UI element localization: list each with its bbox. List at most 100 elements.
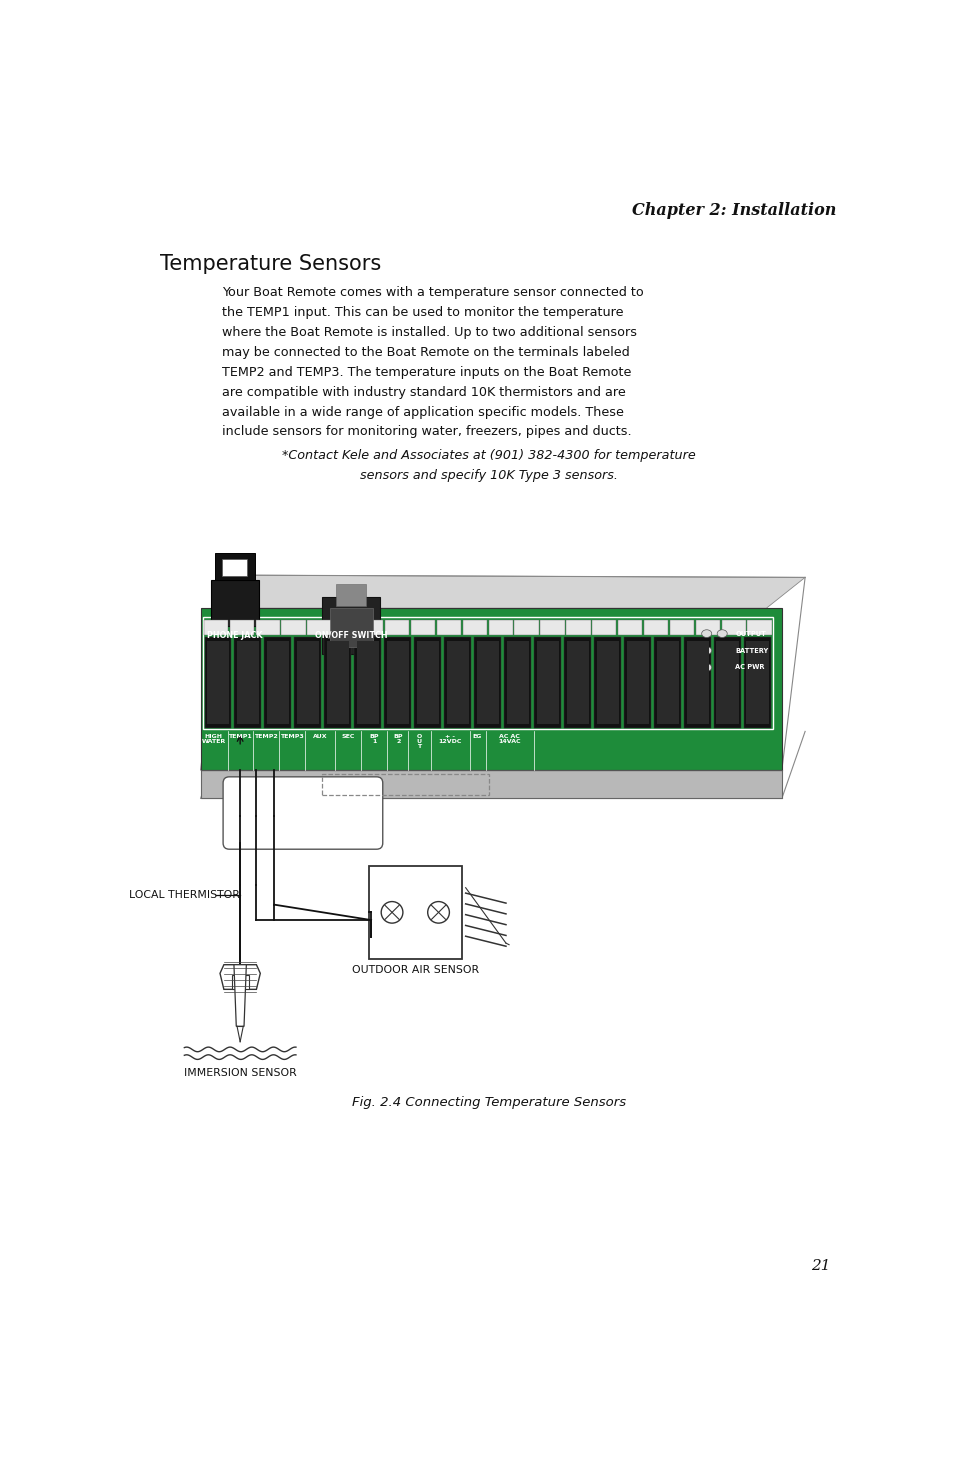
Bar — [232, 975, 249, 990]
Bar — [683, 637, 710, 727]
Bar — [296, 642, 318, 724]
Bar — [643, 620, 667, 636]
Bar — [476, 642, 498, 724]
Text: + -
12VDC: + - 12VDC — [438, 733, 461, 743]
Bar — [385, 620, 409, 636]
Bar — [207, 642, 229, 724]
Bar — [539, 620, 564, 636]
Text: BATTERY: BATTERY — [735, 648, 768, 653]
Bar — [384, 637, 411, 727]
Text: OUTDOOR AIR SENSOR: OUTDOOR AIR SENSOR — [352, 965, 478, 975]
Text: include sensors for monitoring water, freezers, pipes and ducts.: include sensors for monitoring water, fr… — [221, 425, 631, 438]
Bar — [369, 866, 461, 959]
Bar — [411, 620, 435, 636]
Text: SEC: SEC — [341, 733, 355, 739]
Bar — [669, 620, 694, 636]
Bar — [356, 642, 378, 724]
Bar — [444, 637, 471, 727]
Text: sensors and specify 10K Type 3 sensors.: sensors and specify 10K Type 3 sensors. — [359, 469, 618, 482]
Bar — [716, 642, 738, 724]
Bar — [626, 642, 648, 724]
Polygon shape — [214, 553, 254, 580]
Text: O
U
T: O U T — [416, 733, 421, 749]
Ellipse shape — [717, 630, 726, 637]
Bar — [488, 620, 513, 636]
Bar — [416, 642, 438, 724]
Text: may be connected to the Boat Remote on the terminals labeled: may be connected to the Boat Remote on t… — [221, 347, 629, 358]
Bar — [267, 642, 289, 724]
Bar — [255, 620, 279, 636]
Polygon shape — [224, 575, 804, 608]
Bar — [354, 637, 381, 727]
Bar — [563, 637, 591, 727]
Bar — [596, 642, 618, 724]
Text: AC AC
14VAC: AC AC 14VAC — [498, 733, 520, 743]
Bar — [307, 620, 332, 636]
Text: BP
2: BP 2 — [393, 733, 402, 743]
Bar — [745, 642, 768, 724]
Bar — [743, 637, 770, 727]
Bar — [294, 637, 321, 727]
Text: are compatible with industry standard 10K thermistors and are: are compatible with industry standard 10… — [221, 385, 624, 398]
Text: Fig. 2.4 Connecting Temperature Sensors: Fig. 2.4 Connecting Temperature Sensors — [352, 1096, 625, 1109]
Text: TEMP2 and TEMP3. The temperature inputs on the Boat Remote: TEMP2 and TEMP3. The temperature inputs … — [221, 366, 630, 379]
Text: HIGH
WATER: HIGH WATER — [201, 733, 226, 743]
Ellipse shape — [700, 630, 711, 637]
Text: the TEMP1 input. This can be used to monitor the temperature: the TEMP1 input. This can be used to mon… — [221, 307, 622, 319]
Text: where the Boat Remote is installed. Up to two additional sensors: where the Boat Remote is installed. Up t… — [221, 326, 636, 339]
Bar — [686, 642, 708, 724]
Bar — [234, 637, 261, 727]
Bar — [566, 642, 588, 724]
Bar — [230, 620, 253, 636]
Text: 21: 21 — [810, 1258, 829, 1273]
Bar — [386, 642, 409, 724]
Bar — [462, 620, 486, 636]
Bar — [506, 642, 528, 724]
Bar — [504, 637, 531, 727]
Polygon shape — [233, 965, 246, 1027]
Ellipse shape — [717, 664, 726, 671]
Text: IMMERSION SENSOR: IMMERSION SENSOR — [184, 1068, 296, 1078]
Circle shape — [427, 901, 449, 923]
Text: available in a wide range of application specific models. These: available in a wide range of application… — [221, 406, 622, 419]
Bar — [746, 620, 771, 636]
FancyBboxPatch shape — [223, 777, 382, 850]
Bar — [436, 620, 460, 636]
Bar — [203, 618, 772, 729]
Bar — [330, 608, 373, 646]
Bar — [322, 597, 380, 655]
Text: OUTPUT: OUTPUT — [735, 631, 765, 637]
Bar — [623, 637, 650, 727]
Polygon shape — [220, 965, 260, 990]
Bar — [281, 620, 305, 636]
Bar — [322, 774, 488, 795]
Text: AUX: AUX — [313, 733, 327, 739]
Polygon shape — [211, 580, 258, 625]
Text: LOCAL THERMISTOR: LOCAL THERMISTOR — [129, 891, 239, 900]
Polygon shape — [200, 770, 781, 798]
Bar — [720, 620, 745, 636]
Bar — [534, 637, 560, 727]
Bar — [327, 642, 349, 724]
Text: TEMP1: TEMP1 — [228, 733, 252, 739]
Bar — [514, 620, 538, 636]
Bar — [592, 620, 616, 636]
Circle shape — [381, 901, 402, 923]
Bar — [335, 584, 366, 606]
Polygon shape — [200, 608, 781, 770]
Bar — [714, 637, 740, 727]
Text: TEMP3: TEMP3 — [280, 733, 304, 739]
Bar — [414, 637, 441, 727]
Bar — [618, 620, 641, 636]
Ellipse shape — [700, 646, 711, 655]
Bar — [654, 637, 680, 727]
Bar — [324, 637, 351, 727]
Bar — [333, 620, 357, 636]
Bar — [536, 642, 558, 724]
Bar — [222, 559, 247, 575]
Ellipse shape — [700, 664, 711, 671]
Bar — [446, 642, 469, 724]
Bar — [594, 637, 620, 727]
Bar — [204, 637, 232, 727]
Ellipse shape — [717, 646, 726, 655]
